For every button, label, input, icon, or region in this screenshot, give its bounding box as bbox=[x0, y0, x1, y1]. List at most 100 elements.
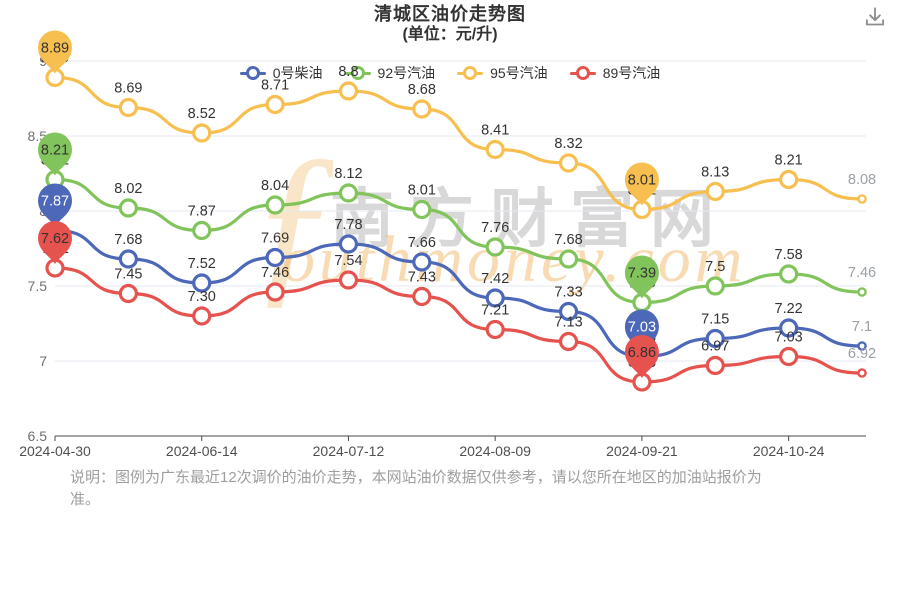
x-axis-tick-label: 2024-06-14 bbox=[166, 443, 238, 459]
data-point-s0-i2[interactable] bbox=[192, 273, 212, 293]
data-label-s3-i10: 7.03 bbox=[775, 330, 803, 346]
data-point-s2-i6[interactable] bbox=[485, 139, 505, 160]
data-label-s0-i4: 7.78 bbox=[334, 217, 362, 233]
data-point-s1-i3[interactable] bbox=[265, 195, 285, 215]
data-point-s2-i7[interactable] bbox=[558, 153, 579, 173]
download-button[interactable] bbox=[862, 5, 888, 31]
pin-shape bbox=[38, 221, 72, 264]
legend-item-1[interactable]: 92号汽油 bbox=[344, 63, 435, 83]
series-line-2 bbox=[53, 75, 864, 212]
data-point-s3-i10[interactable] bbox=[779, 346, 799, 367]
data-label-s2-i10: 8.21 bbox=[775, 153, 803, 169]
data-label-s3-i9: 6.97 bbox=[701, 339, 729, 355]
legend-item-0[interactable]: 0号柴油 bbox=[239, 63, 323, 83]
data-point-s1-i4[interactable] bbox=[338, 183, 359, 203]
data-point-s0-i6[interactable] bbox=[485, 288, 505, 308]
pin-shape bbox=[38, 132, 72, 176]
chart-legend: 0号柴油 92号汽油 95号汽油 89号汽油 bbox=[0, 63, 900, 83]
data-point-s3-i5[interactable] bbox=[412, 286, 432, 307]
pin-value-label: 7.03 bbox=[628, 320, 656, 336]
data-label-s1-i3: 8.04 bbox=[261, 178, 289, 194]
data-label-s1-i10: 7.58 bbox=[775, 247, 803, 263]
data-label-s2-i11: 8.08 bbox=[848, 172, 876, 188]
data-point-s2-i10[interactable] bbox=[779, 169, 799, 190]
data-label-s1-i11: 7.46 bbox=[848, 265, 876, 281]
data-point-s0-i7[interactable] bbox=[558, 301, 579, 322]
data-point-s1-i1[interactable] bbox=[118, 198, 138, 218]
data-point-s3-i6[interactable] bbox=[485, 319, 505, 340]
data-point-s0-i1[interactable] bbox=[118, 249, 138, 269]
data-point-s1-i2[interactable] bbox=[192, 220, 212, 241]
data-label-s0-i3: 7.69 bbox=[261, 231, 289, 247]
legend-item-2[interactable]: 95号汽油 bbox=[457, 63, 548, 83]
data-label-s2-i2: 8.52 bbox=[188, 106, 216, 122]
data-point-s0-i4[interactable] bbox=[338, 234, 359, 254]
x-axis-tick-label: 2024-10-24 bbox=[753, 443, 825, 459]
data-label-s1-i9: 7.5 bbox=[705, 259, 725, 275]
data-label-s3-i2: 7.30 bbox=[188, 289, 216, 305]
data-point-s3-i11[interactable] bbox=[857, 368, 867, 378]
data-point-s3-i3[interactable] bbox=[265, 282, 285, 302]
page-title: 清城区油价走势图 bbox=[374, 4, 526, 24]
data-point-s0-i5[interactable] bbox=[412, 252, 432, 272]
download-icon bbox=[865, 7, 885, 26]
data-point-s0-i11[interactable] bbox=[857, 341, 867, 351]
data-point-s1-i10[interactable] bbox=[779, 264, 799, 284]
data-point-s1-i5[interactable] bbox=[412, 199, 432, 220]
data-point-s2-i9[interactable] bbox=[705, 181, 725, 202]
data-label-s1-i7: 7.68 bbox=[554, 232, 582, 248]
pin-value-label: 8.89 bbox=[41, 41, 69, 57]
legend-item-3[interactable]: 89号汽油 bbox=[569, 63, 661, 83]
data-label-s3-i7: 7.13 bbox=[554, 315, 582, 331]
x-axis-tick-label: 2024-08-09 bbox=[459, 443, 531, 459]
pin-value-label: 8.01 bbox=[628, 173, 656, 189]
data-point-s2-i2[interactable] bbox=[192, 123, 212, 143]
pin-shape bbox=[38, 30, 72, 74]
data-point-s0-i10[interactable] bbox=[779, 318, 799, 338]
min-pin-marker-s2[interactable]: 8.01 bbox=[624, 162, 659, 206]
legend-marker-icon bbox=[569, 71, 596, 75]
data-point-s1-i9[interactable] bbox=[705, 276, 725, 296]
data-point-s3-i4[interactable] bbox=[338, 270, 359, 290]
data-point-s0-i9[interactable] bbox=[705, 328, 725, 349]
data-point-s2-i4[interactable] bbox=[338, 81, 359, 101]
y-axis-tick-label: 9 bbox=[39, 53, 47, 69]
note-line-1: 说明：图例为广东最近12次调价的油价走势，本网站油价数据仅供参考，请以您所在地区… bbox=[70, 469, 762, 486]
data-point-s3-i7[interactable] bbox=[558, 331, 579, 352]
max-pin-marker-s0[interactable]: 7.87 bbox=[38, 183, 72, 227]
min-pin-marker-s3[interactable]: 6.86 bbox=[624, 335, 659, 378]
pin-value-label: 6.86 bbox=[628, 345, 656, 361]
data-point-s1-i11[interactable] bbox=[857, 287, 867, 297]
data-label-s3-i4: 7.54 bbox=[334, 253, 362, 269]
data-point-s3-i2[interactable] bbox=[192, 306, 212, 326]
legend-label: 89号汽油 bbox=[602, 65, 661, 81]
data-label-s0-i11: 7.1 bbox=[852, 319, 872, 335]
min-pin-marker-s1[interactable]: 7.39 bbox=[624, 255, 659, 299]
chart-disclaimer-note: 说明：图例为广东最近12次调价的油价走势，本网站油价数据仅供参考，请以您所在地区… bbox=[70, 467, 830, 511]
pin-value-label: 7.39 bbox=[628, 266, 656, 282]
data-point-s0-i3[interactable] bbox=[265, 247, 285, 268]
legend-marker-icon bbox=[239, 71, 266, 75]
legend-marker-icon bbox=[457, 71, 484, 75]
x-axis-tick-label: 2024-09-21 bbox=[606, 443, 678, 459]
pin-shape bbox=[624, 335, 659, 378]
data-point-s1-i7[interactable] bbox=[558, 249, 579, 269]
data-point-s2-i3[interactable] bbox=[265, 94, 285, 115]
data-label-s1-i5: 8.01 bbox=[408, 183, 436, 199]
data-point-s3-i1[interactable] bbox=[118, 283, 138, 304]
max-pin-marker-s2[interactable]: 8.89 bbox=[38, 30, 72, 74]
data-point-s2-i11[interactable] bbox=[857, 194, 867, 204]
data-label-s1-i6: 7.76 bbox=[481, 220, 509, 236]
data-label-s3-i1: 7.45 bbox=[114, 267, 142, 283]
data-point-s3-i9[interactable] bbox=[705, 355, 725, 376]
data-label-s2-i5: 8.68 bbox=[408, 82, 436, 98]
data-point-s2-i1[interactable] bbox=[118, 97, 138, 118]
pin-value-label: 7.87 bbox=[41, 194, 69, 210]
data-point-s2-i5[interactable] bbox=[412, 99, 432, 119]
max-pin-marker-s3[interactable]: 7.62 bbox=[38, 221, 72, 264]
max-pin-marker-s1[interactable]: 8.21 bbox=[38, 132, 72, 176]
pin-shape bbox=[624, 255, 659, 299]
data-point-s1-i6[interactable] bbox=[485, 237, 505, 257]
